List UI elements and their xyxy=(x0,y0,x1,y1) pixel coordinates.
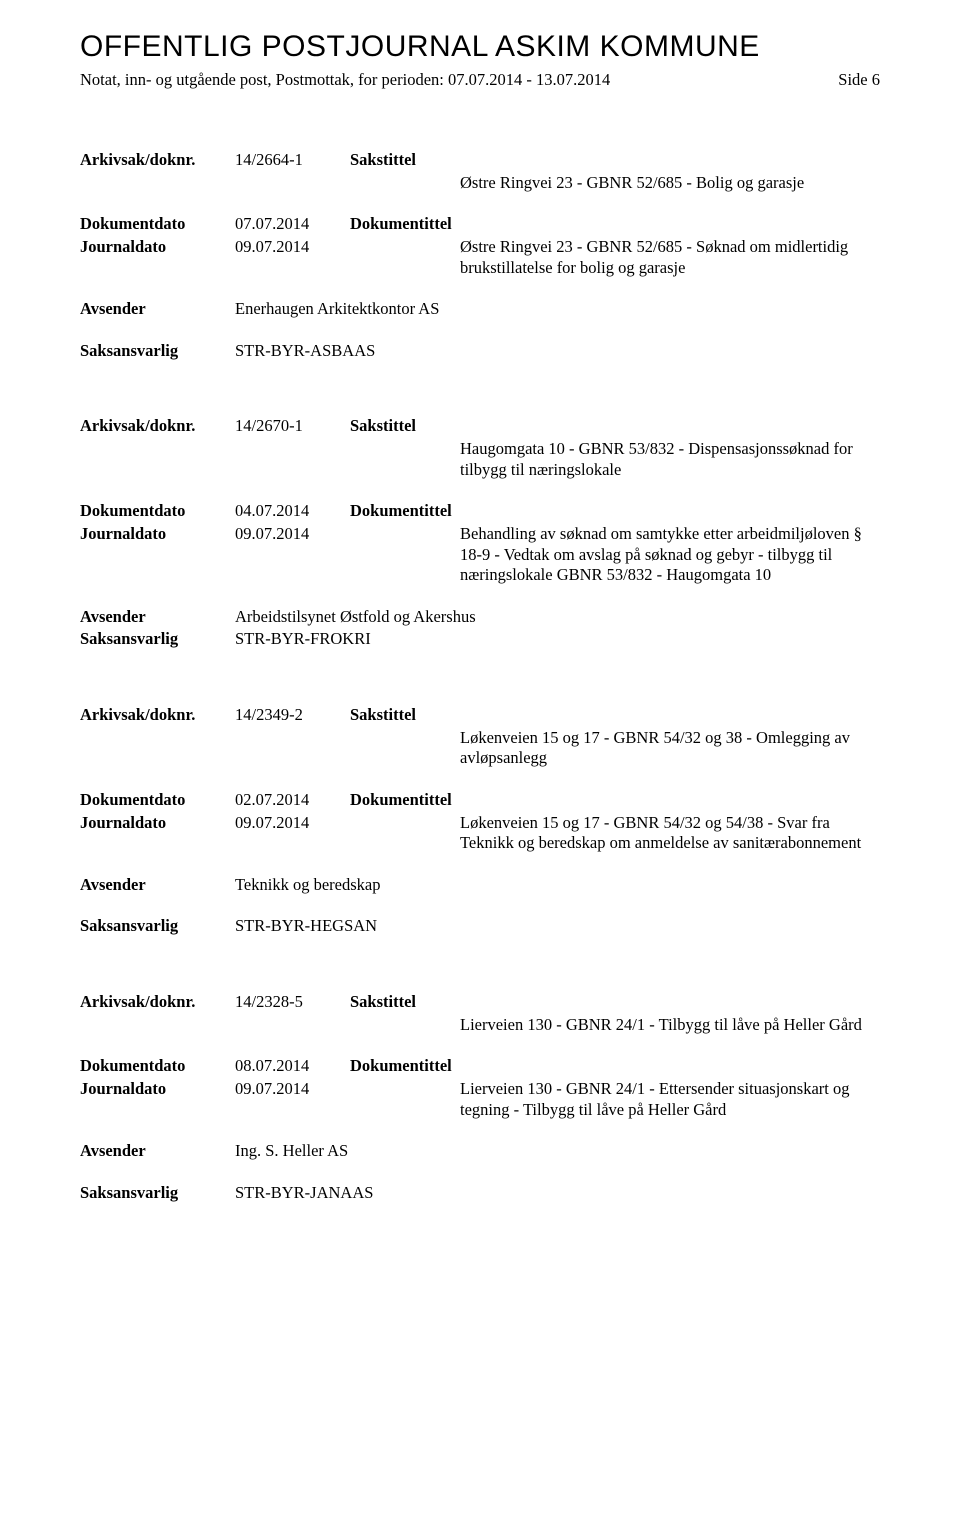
arkivsak-label: Arkivsak/doknr. xyxy=(80,150,235,171)
avsender-value: Teknikk og beredskap xyxy=(235,875,880,896)
avsender-label: Avsender xyxy=(80,875,235,896)
journaldato-label: Journaldato xyxy=(80,237,235,278)
dokumentittel-value: Løkenveien 15 og 17 - GBNR 54/32 og 54/3… xyxy=(460,813,880,854)
saksansvarlig-value: STR-BYR-ASBAAS xyxy=(235,341,880,362)
dokumentittel-value: Behandling av søknad om samtykke etter a… xyxy=(460,524,880,586)
dokumentittel-label: Dokumentittel xyxy=(350,790,460,811)
dokumentittel-label: Dokumentittel xyxy=(350,214,460,235)
journaldato-value: 09.07.2014 xyxy=(235,813,350,854)
avsender-value: Ing. S. Heller AS xyxy=(235,1141,880,1162)
journaldato-label: Journaldato xyxy=(80,524,235,586)
arkivsak-label: Arkivsak/doknr. xyxy=(80,992,235,1013)
sakstittel-value: Haugomgata 10 - GBNR 53/832 - Dispensasj… xyxy=(460,439,880,480)
dokumentdato-label: Dokumentdato xyxy=(80,1056,235,1077)
doknr-value: 14/2349-2 xyxy=(235,705,350,726)
saksansvarlig-value: STR-BYR-JANAAS xyxy=(235,1183,880,1204)
dokumentdato-value: 07.07.2014 xyxy=(235,214,350,235)
journal-entry: Arkivsak/doknr.14/2349-2SakstittelLøkenv… xyxy=(80,705,880,937)
entries-container: Arkivsak/doknr.14/2664-1SakstittelØstre … xyxy=(80,150,880,1203)
journaldato-value: 09.07.2014 xyxy=(235,1079,350,1120)
sakstittel-value: Østre Ringvei 23 - GBNR 52/685 - Bolig o… xyxy=(460,173,880,194)
dokumentittel-label: Dokumentittel xyxy=(350,1056,460,1077)
sakstittel-value: Løkenveien 15 og 17 - GBNR 54/32 og 38 -… xyxy=(460,728,880,769)
arkivsak-label: Arkivsak/doknr. xyxy=(80,416,235,437)
saksansvarlig-value: STR-BYR-FROKRI xyxy=(235,629,880,650)
journal-entry: Arkivsak/doknr.14/2664-1SakstittelØstre … xyxy=(80,150,880,361)
saksansvarlig-label: Saksansvarlig xyxy=(80,341,235,362)
sakstittel-value: Lierveien 130 - GBNR 24/1 - Tilbygg til … xyxy=(460,1015,880,1036)
journaldato-label: Journaldato xyxy=(80,813,235,854)
subtitle-row: Notat, inn- og utgående post, Postmottak… xyxy=(80,70,880,90)
sakstittel-label: Sakstittel xyxy=(350,705,460,726)
doknr-value: 14/2670-1 xyxy=(235,416,350,437)
subtitle: Notat, inn- og utgående post, Postmottak… xyxy=(80,70,610,90)
dokumentdato-label: Dokumentdato xyxy=(80,501,235,522)
page-side: Side 6 xyxy=(838,70,880,90)
saksansvarlig-label: Saksansvarlig xyxy=(80,1183,235,1204)
dokumentdato-value: 02.07.2014 xyxy=(235,790,350,811)
journal-entry: Arkivsak/doknr.14/2670-1SakstittelHaugom… xyxy=(80,416,880,650)
sakstittel-label: Sakstittel xyxy=(350,416,460,437)
journaldato-value: 09.07.2014 xyxy=(235,237,350,278)
journaldato-value: 09.07.2014 xyxy=(235,524,350,586)
doknr-value: 14/2664-1 xyxy=(235,150,350,171)
avsender-value: Enerhaugen Arkitektkontor AS xyxy=(235,299,880,320)
doknr-value: 14/2328-5 xyxy=(235,992,350,1013)
arkivsak-label: Arkivsak/doknr. xyxy=(80,705,235,726)
sakstittel-label: Sakstittel xyxy=(350,150,460,171)
dokumentdato-label: Dokumentdato xyxy=(80,790,235,811)
dokumentittel-label: Dokumentittel xyxy=(350,501,460,522)
avsender-label: Avsender xyxy=(80,299,235,320)
dokumentdato-label: Dokumentdato xyxy=(80,214,235,235)
main-title: OFFENTLIG POSTJOURNAL ASKIM KOMMUNE xyxy=(80,30,880,64)
sakstittel-label: Sakstittel xyxy=(350,992,460,1013)
dokumentdato-value: 04.07.2014 xyxy=(235,501,350,522)
avsender-value: Arbeidstilsynet Østfold og Akershus xyxy=(235,607,880,628)
dokumentittel-value: Lierveien 130 - GBNR 24/1 - Ettersender … xyxy=(460,1079,880,1120)
avsender-label: Avsender xyxy=(80,1141,235,1162)
journal-entry: Arkivsak/doknr.14/2328-5SakstittelLierve… xyxy=(80,992,880,1203)
saksansvarlig-label: Saksansvarlig xyxy=(80,916,235,937)
avsender-label: Avsender xyxy=(80,607,235,628)
dokumentdato-value: 08.07.2014 xyxy=(235,1056,350,1077)
saksansvarlig-label: Saksansvarlig xyxy=(80,629,235,650)
saksansvarlig-value: STR-BYR-HEGSAN xyxy=(235,916,880,937)
dokumentittel-value: Østre Ringvei 23 - GBNR 52/685 - Søknad … xyxy=(460,237,880,278)
journaldato-label: Journaldato xyxy=(80,1079,235,1120)
